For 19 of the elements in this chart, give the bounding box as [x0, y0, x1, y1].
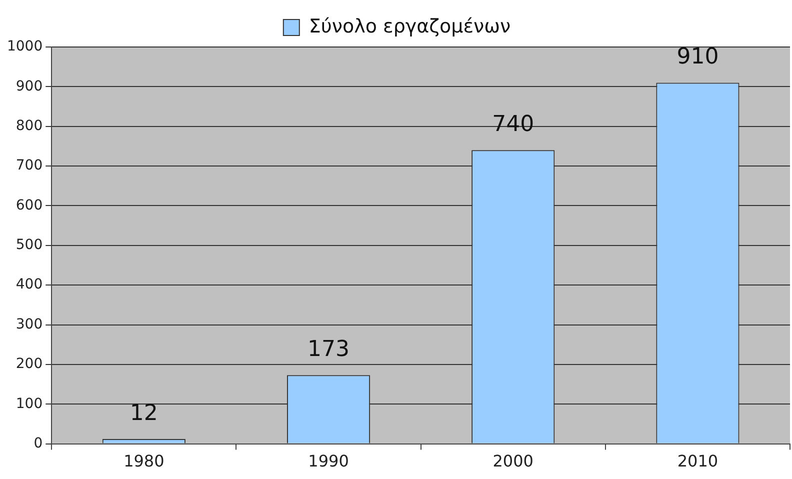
- x-tick-label: 1990: [308, 452, 349, 471]
- y-tick-label: 600: [16, 197, 43, 214]
- y-tick-label: 500: [16, 237, 43, 254]
- y-tick-label: 300: [16, 316, 43, 332]
- y-tick-label: 900: [16, 78, 43, 94]
- data-label: 173: [308, 336, 350, 362]
- y-tick-label: 700: [16, 158, 43, 174]
- y-tick-label: 200: [16, 356, 43, 372]
- y-tick-label: 100: [16, 396, 43, 412]
- legend-label: Σύνολο εργαζομένων: [308, 15, 511, 38]
- data-label: 910: [676, 44, 719, 70]
- y-tick-label: 400: [16, 276, 43, 293]
- x-tick-label: 1980: [124, 452, 164, 471]
- y-tick-label: 1000: [6, 38, 43, 55]
- data-label: 12: [130, 400, 158, 426]
- y-tick-label: 0: [34, 435, 43, 452]
- x-tick-label: 2010: [677, 452, 718, 471]
- y-tick-label: 800: [16, 118, 43, 134]
- x-tick-label: 2000: [492, 452, 534, 471]
